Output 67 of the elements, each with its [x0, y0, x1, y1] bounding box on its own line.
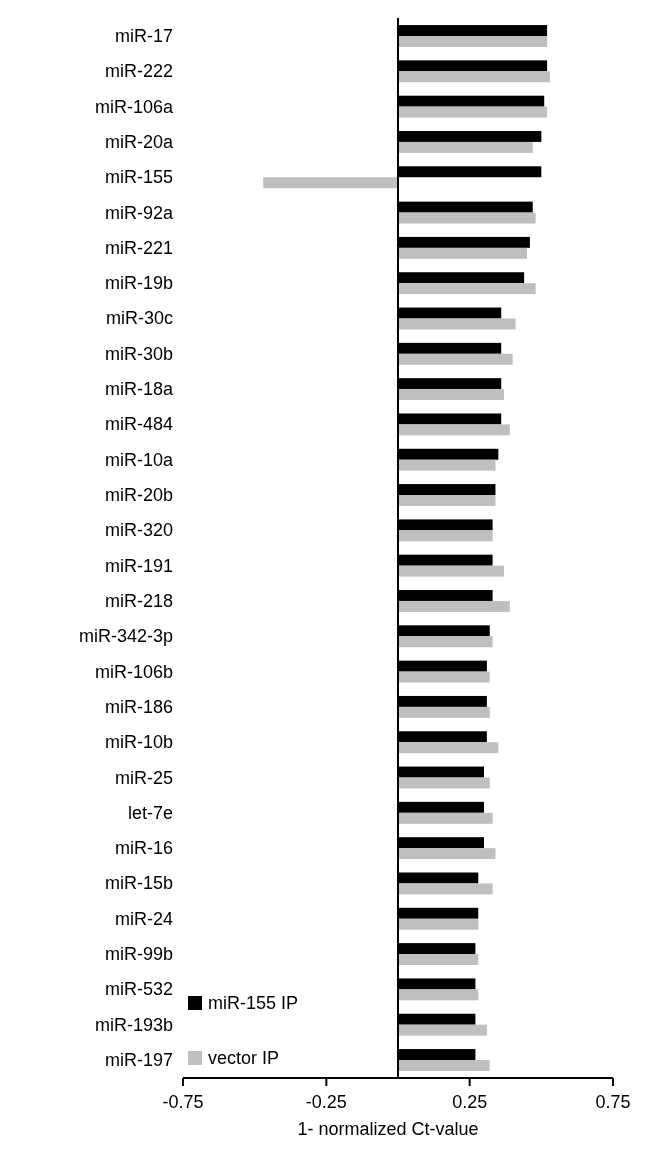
bar — [398, 36, 548, 47]
y-tick-label: let-7e — [127, 802, 173, 823]
y-tick-label: miR-17 — [114, 26, 173, 47]
y-tick-label: miR-342-3p — [78, 626, 173, 647]
bar — [398, 71, 550, 83]
bar — [398, 812, 493, 824]
y-tick-label: miR-15b — [104, 873, 173, 894]
bar — [398, 353, 513, 365]
y-tick-label: miR-222 — [104, 61, 173, 82]
bar — [398, 636, 493, 648]
y-tick-label: miR-18a — [104, 379, 174, 400]
bar — [398, 141, 533, 153]
bar — [398, 283, 536, 295]
y-tick-label: miR-20a — [104, 131, 174, 152]
y-tick-label: miR-155 — [104, 167, 173, 188]
y-tick-label: miR-92a — [104, 202, 174, 223]
y-tick-label: miR-25 — [114, 767, 173, 788]
y-tick-label: miR-24 — [114, 908, 173, 929]
bar — [398, 918, 479, 930]
bar — [398, 989, 479, 1001]
y-tick-label: miR-320 — [104, 520, 173, 541]
y-tick-label: miR-10a — [104, 449, 174, 470]
bar — [398, 883, 493, 895]
y-tick-label: miR-484 — [104, 414, 173, 435]
bar — [398, 777, 490, 789]
bar — [398, 318, 516, 330]
y-tick-label: miR-30b — [104, 343, 173, 364]
y-tick-label: miR-10b — [104, 732, 173, 753]
y-tick-label: miR-106b — [94, 661, 173, 682]
bar — [398, 1024, 487, 1036]
bar — [398, 706, 490, 718]
bar — [398, 742, 499, 754]
y-tick-label: miR-221 — [104, 237, 173, 258]
y-tick-label: miR-20b — [104, 485, 173, 506]
bar — [398, 954, 479, 966]
x-tick-label: -0.75 — [162, 1092, 204, 1112]
x-axis-title: 1- normalized Ct-value — [297, 1119, 479, 1139]
bar — [398, 671, 490, 683]
bar — [398, 247, 527, 259]
bar — [398, 106, 548, 118]
y-tick-label: miR-30c — [105, 308, 173, 329]
bar — [398, 565, 505, 577]
x-tick-label: 0.75 — [595, 1092, 631, 1112]
legend-label: vector IP — [208, 1048, 280, 1068]
y-tick-label: miR-106a — [94, 96, 174, 117]
bar — [398, 389, 505, 401]
bar — [398, 424, 510, 436]
y-tick-label: miR-218 — [104, 590, 173, 611]
x-tick-label: -0.25 — [305, 1092, 347, 1112]
y-tick-label: miR-197 — [104, 1049, 173, 1070]
y-tick-label: miR-186 — [104, 696, 173, 717]
y-tick-label: miR-16 — [114, 838, 173, 859]
bar — [398, 1059, 490, 1071]
bar — [398, 212, 536, 224]
bar — [398, 530, 493, 542]
y-tick-label: miR-191 — [104, 555, 173, 576]
legend-label: miR-155 IP — [208, 993, 299, 1013]
y-tick-label: miR-19b — [104, 273, 173, 294]
bar — [398, 600, 510, 612]
bar — [263, 177, 398, 189]
bar — [398, 848, 496, 860]
bar — [398, 459, 496, 471]
y-tick-label: miR-532 — [104, 979, 173, 1000]
y-tick-label: miR-99b — [104, 944, 173, 965]
x-tick-label: 0.25 — [452, 1092, 488, 1112]
bar — [398, 495, 496, 506]
y-tick-label: miR-193b — [94, 1014, 173, 1035]
